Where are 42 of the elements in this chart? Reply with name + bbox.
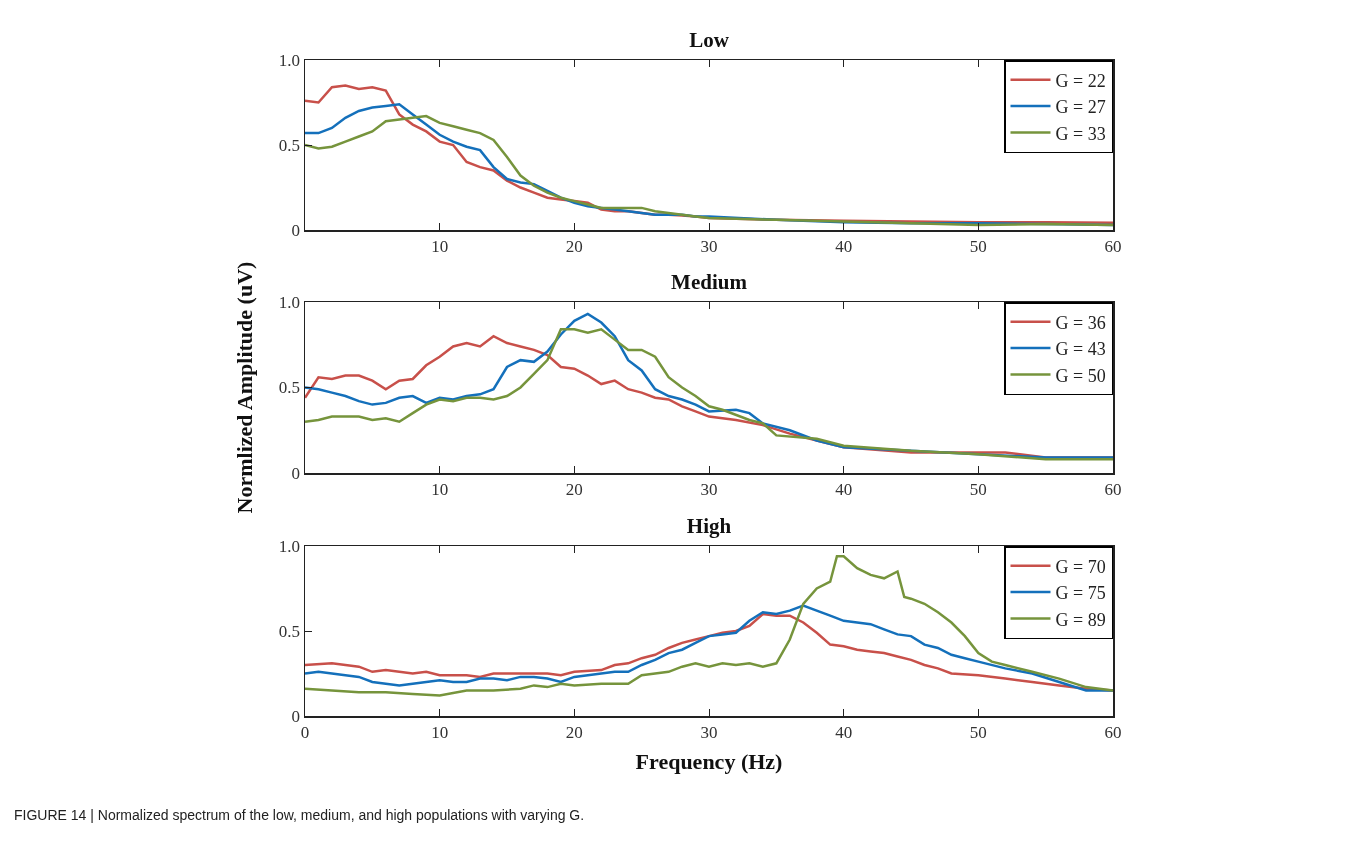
legend-label: G = 36: [1055, 312, 1106, 333]
y-tick-label: 0.5: [278, 378, 301, 398]
x-tick-label: 30: [700, 722, 718, 742]
chart-title: Medium: [671, 270, 748, 295]
y-axis-title: Normlized Amplitude (uV): [231, 261, 257, 514]
y-tick-label: 0: [291, 463, 301, 483]
x-tick-label: 40: [835, 479, 853, 499]
y-tick-label: 0.5: [278, 621, 301, 641]
x-tick-label: 50: [969, 722, 987, 742]
chart-title: High: [686, 514, 732, 539]
x-tick-label: 60: [1104, 722, 1122, 742]
x-tick-label: 20: [565, 236, 583, 256]
legend-label: G = 70: [1055, 556, 1106, 577]
y-tick-label: 0.5: [278, 135, 301, 155]
legend-label: G = 75: [1055, 583, 1106, 604]
y-tick-label: 0: [291, 220, 301, 240]
legend-label: G = 27: [1055, 97, 1106, 118]
x-tick-label: 50: [969, 236, 987, 256]
y-tick-label: 1.0: [278, 292, 301, 312]
x-tick-label: 10: [431, 479, 449, 499]
x-tick-label: 50: [969, 479, 987, 499]
legend-label: G = 43: [1055, 339, 1106, 360]
caption: FIGURE 14 | Normalized spectrum of the low, medium, and high populations with varying G.: [14, 807, 585, 823]
x-tick-label: 60: [1104, 479, 1122, 499]
legend-label: G = 22: [1055, 70, 1106, 91]
x-tick-label: 20: [565, 479, 583, 499]
legend-label: G = 33: [1055, 123, 1106, 144]
x-tick-label: 10: [431, 722, 449, 742]
x-tick-label: 10: [431, 236, 449, 256]
y-tick-label: 0: [291, 706, 301, 726]
x-tick-label: 40: [835, 236, 853, 256]
legend-label: G = 50: [1055, 365, 1106, 386]
x-tick-label: 40: [835, 722, 853, 742]
chart-title: Low: [689, 28, 730, 53]
x-axis-title: Frequency (Hz): [635, 748, 783, 774]
x-tick-label: 30: [700, 479, 718, 499]
y-tick-label: 1.0: [278, 536, 301, 556]
y-tick-label: 1.0: [278, 50, 301, 70]
x-tick-label: 30: [700, 236, 718, 256]
x-tick-label: 60: [1104, 236, 1122, 256]
x-tick-label: 20: [565, 722, 583, 742]
legend-label: G = 89: [1055, 609, 1106, 630]
